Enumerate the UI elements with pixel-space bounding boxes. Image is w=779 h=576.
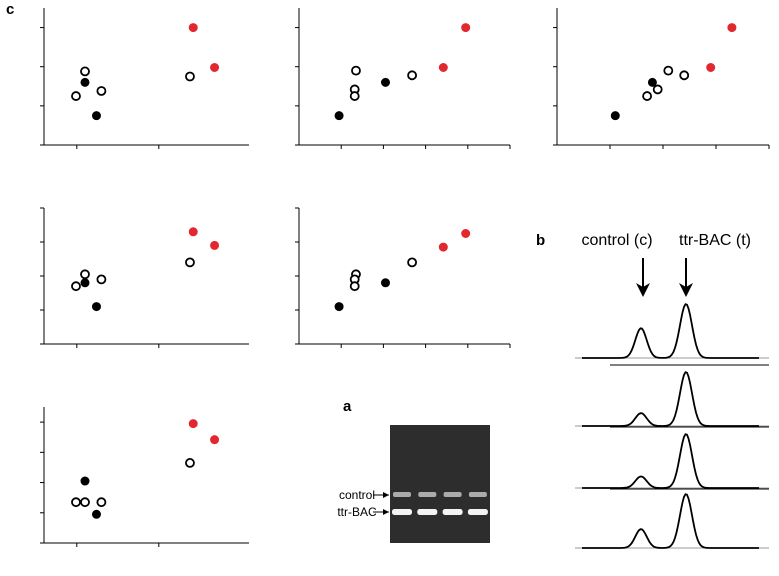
scatter-plot-5 xyxy=(295,207,511,348)
data-point-red xyxy=(461,23,471,33)
data-point-filled xyxy=(91,302,101,312)
gel-label-ttr: ttr-BAC xyxy=(337,505,377,519)
data-point-filled xyxy=(334,111,344,121)
data-point-filled xyxy=(80,278,90,288)
data-point-open xyxy=(349,91,360,101)
data-point-filled xyxy=(80,77,90,87)
gel-panel-a: a control ttr-BAC xyxy=(337,398,490,543)
data-point-red xyxy=(461,229,471,238)
data-point-open xyxy=(185,71,195,82)
gel-band-ttr xyxy=(392,509,412,515)
scatter-plot-6 xyxy=(40,407,249,547)
panel-label-a: a xyxy=(343,398,352,415)
data-point-red xyxy=(188,419,198,429)
data-point-open xyxy=(351,65,361,76)
data-point-open xyxy=(652,84,663,95)
gel-label-control: control xyxy=(339,488,375,502)
gel-band-ttr xyxy=(417,509,438,515)
trace-row-890 xyxy=(575,303,769,359)
gel-image xyxy=(390,425,490,543)
data-point-open xyxy=(71,91,81,101)
data-point-open xyxy=(185,458,195,468)
gel-band-ttr xyxy=(442,509,463,515)
data-point-red xyxy=(706,62,716,72)
data-point-filled xyxy=(647,77,657,87)
panel-label-b: b xyxy=(536,232,545,249)
data-point-red xyxy=(727,23,737,33)
data-point-open xyxy=(642,91,652,101)
data-point-filled xyxy=(381,77,391,87)
gel-band-control xyxy=(468,492,487,497)
data-point-open xyxy=(349,281,360,292)
data-point-open xyxy=(96,497,107,508)
data-point-red xyxy=(438,62,448,72)
trace-curve xyxy=(582,371,759,427)
gel-band-ttr xyxy=(467,509,488,515)
data-point-open xyxy=(407,257,417,268)
data-point-filled xyxy=(80,476,90,486)
data-point-open xyxy=(679,70,690,81)
trace-header-control: control (c) xyxy=(581,232,652,249)
gel-arrowhead-control xyxy=(383,492,389,498)
data-point-open xyxy=(80,269,90,280)
data-point-red xyxy=(188,23,198,33)
scatter-plots-panel-c xyxy=(40,8,770,547)
data-point-red xyxy=(210,240,220,250)
data-point-red xyxy=(210,435,220,445)
data-point-open xyxy=(96,274,107,285)
data-point-red xyxy=(438,242,448,252)
gel-arrowhead-ttr xyxy=(383,509,389,515)
traces-panel-b: b control (c) ttr-BAC (t) xyxy=(536,232,769,549)
data-point-open xyxy=(71,497,81,508)
trace-curve xyxy=(582,433,759,489)
gel-band-control xyxy=(393,492,411,497)
data-point-open xyxy=(663,65,674,76)
scatter-plot-1 xyxy=(40,8,249,149)
data-point-open xyxy=(96,86,107,96)
data-point-open xyxy=(71,281,81,292)
data-point-open xyxy=(407,70,417,81)
gel-band-control xyxy=(443,492,462,497)
data-point-open xyxy=(80,497,90,508)
data-point-red xyxy=(210,62,220,72)
scatter-plot-2 xyxy=(295,8,511,149)
data-point-open xyxy=(80,66,90,77)
data-point-red xyxy=(188,227,198,237)
arrowhead-control xyxy=(636,283,650,297)
data-point-filled xyxy=(381,278,391,288)
panel-label-c: c xyxy=(6,1,14,18)
data-point-filled xyxy=(334,302,344,312)
gel-band-control xyxy=(418,492,437,497)
trace-header-ttr: ttr-BAC (t) xyxy=(679,232,751,249)
trace-row-891 xyxy=(575,364,769,427)
scatter-plot-4 xyxy=(40,207,249,348)
scatter-plot-3 xyxy=(553,8,770,149)
arrowhead-ttr xyxy=(679,283,693,297)
data-point-filled xyxy=(91,509,101,519)
data-point-filled xyxy=(91,111,101,121)
trace-row-893 xyxy=(575,488,769,549)
data-point-filled xyxy=(610,111,620,121)
trace-curve xyxy=(582,493,759,549)
data-point-open xyxy=(185,257,195,268)
trace-curve xyxy=(582,303,759,359)
trace-row-892 xyxy=(575,426,769,489)
